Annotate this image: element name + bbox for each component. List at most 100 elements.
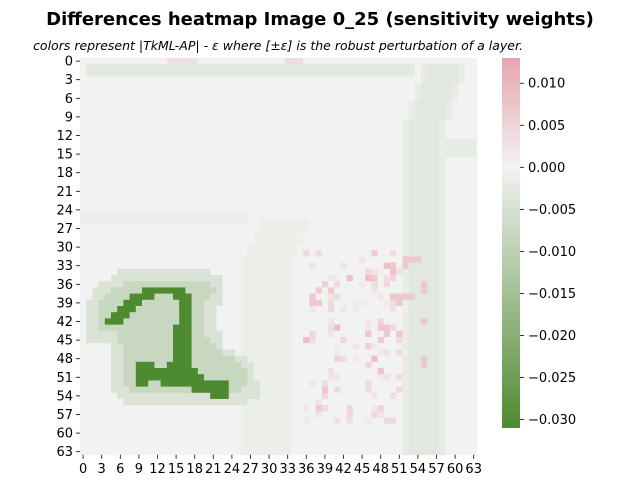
heatmap-cell	[135, 144, 143, 152]
heatmap-cell	[470, 448, 478, 456]
heatmap-cell	[142, 188, 149, 195]
heatmap-cell	[297, 442, 304, 449]
heatmap-cell	[228, 175, 236, 183]
heatmap-cell	[241, 374, 248, 381]
heatmap-cell	[228, 95, 236, 102]
heatmap-cell	[390, 299, 397, 307]
heatmap-cell	[104, 399, 112, 406]
heatmap-cell	[290, 442, 298, 449]
heatmap-cell	[210, 287, 217, 294]
heatmap-cell	[359, 89, 366, 96]
heatmap-cell	[328, 107, 335, 115]
heatmap-cell	[216, 386, 223, 394]
heatmap-cell	[98, 194, 106, 201]
heatmap-cell	[111, 132, 118, 139]
heatmap-cell	[396, 225, 403, 232]
heatmap-cell	[439, 361, 447, 369]
heatmap-cell	[142, 368, 149, 375]
heatmap-cell	[340, 361, 347, 369]
heatmap-cell	[253, 281, 261, 288]
heatmap-cell	[328, 132, 335, 139]
heatmap-cell	[445, 405, 453, 412]
heatmap-cell	[228, 144, 236, 152]
heatmap-cell	[148, 430, 155, 437]
heatmap-cell	[303, 175, 310, 183]
heatmap-cell	[259, 213, 267, 220]
heatmap-cell	[315, 101, 323, 108]
heatmap-cell	[365, 175, 372, 183]
heatmap-cell	[117, 219, 124, 226]
heatmap-cell	[278, 324, 285, 332]
heatmap-cell	[154, 213, 161, 220]
heatmap-cell	[340, 231, 347, 239]
heatmap-cell	[315, 206, 323, 214]
heatmap-cell	[210, 405, 217, 412]
colorbar-tick-label: −0.010	[528, 245, 576, 260]
heatmap-cell	[390, 157, 397, 164]
heatmap-cell	[104, 182, 112, 189]
heatmap-cell	[284, 151, 292, 158]
heatmap-cell	[439, 442, 447, 449]
heatmap-cell	[340, 355, 347, 363]
heatmap-cell	[166, 169, 174, 177]
heatmap-cell	[173, 151, 180, 158]
heatmap-cell	[92, 157, 99, 164]
heatmap-cell	[458, 368, 465, 375]
heatmap-cell	[315, 70, 323, 77]
heatmap-cell	[408, 194, 416, 201]
heatmap-cell	[402, 312, 409, 319]
heatmap-cell	[396, 337, 403, 344]
heatmap-cell	[290, 299, 298, 307]
heatmap-cell	[142, 324, 149, 332]
heatmap-cell	[253, 392, 261, 400]
heatmap-cell	[315, 244, 323, 251]
heatmap-cell	[470, 244, 478, 251]
heatmap-cell	[464, 64, 471, 71]
heatmap-cell	[111, 430, 118, 437]
heatmap-cell	[247, 157, 254, 164]
heatmap-cell	[315, 256, 323, 263]
heatmap-cell	[216, 423, 223, 431]
heatmap-cell	[148, 120, 155, 127]
heatmap-cell	[129, 64, 137, 71]
heatmap-cell	[346, 113, 354, 121]
heatmap-cell	[297, 219, 304, 226]
heatmap-cell	[191, 120, 199, 127]
heatmap-cell	[297, 175, 304, 183]
heatmap-cell	[259, 169, 267, 177]
heatmap-cell	[303, 423, 310, 431]
heatmap-cell	[427, 318, 434, 325]
heatmap-cell	[464, 343, 471, 350]
heatmap-cell	[148, 188, 155, 195]
heatmap-cell	[166, 58, 174, 65]
colorbar-tick-label: 0.005	[528, 119, 565, 134]
heatmap-cell	[433, 330, 440, 338]
heatmap-cell	[104, 293, 112, 301]
heatmap-cell	[173, 299, 180, 307]
heatmap-cell	[191, 138, 199, 146]
heatmap-cell	[247, 312, 254, 319]
heatmap-cell	[421, 151, 428, 158]
heatmap-cell	[117, 287, 124, 294]
heatmap-cell	[117, 70, 124, 77]
heatmap-cell	[365, 423, 372, 431]
heatmap-cell	[284, 58, 292, 65]
heatmap-cell	[390, 399, 397, 406]
heatmap-cell	[86, 219, 93, 226]
heatmap-cell	[340, 70, 347, 77]
heatmap-cell	[414, 337, 422, 344]
heatmap-cell	[179, 132, 186, 139]
heatmap-cell	[253, 70, 261, 77]
heatmap-cell	[334, 157, 341, 164]
heatmap-cell	[142, 76, 149, 84]
heatmap-cell	[458, 355, 465, 363]
heatmap-cell	[266, 82, 273, 90]
heatmap-cell	[191, 64, 199, 71]
heatmap-cell	[135, 436, 143, 443]
heatmap-cell	[278, 169, 285, 177]
heatmap-cell	[216, 330, 223, 338]
heatmap-cell	[266, 448, 273, 456]
heatmap-cell	[272, 113, 279, 121]
heatmap-cell	[204, 138, 211, 146]
heatmap-cell	[284, 343, 292, 350]
